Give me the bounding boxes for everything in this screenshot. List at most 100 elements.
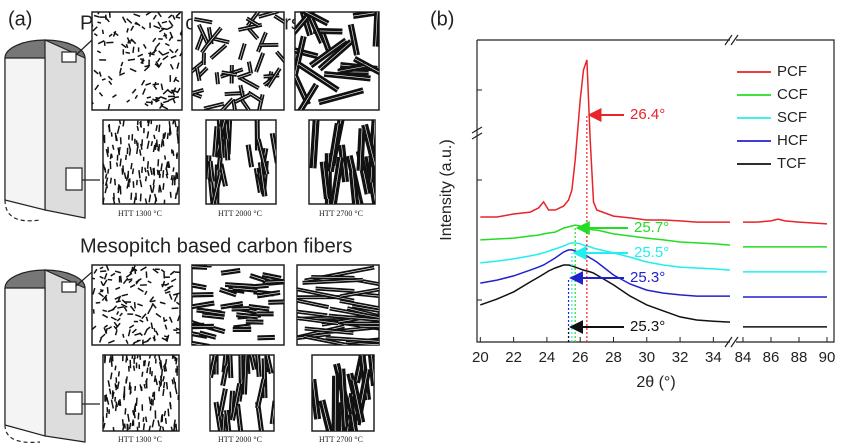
fiber-stroke (119, 158, 122, 167)
fiber-stroke (103, 273, 108, 280)
fiber-stroke (176, 331, 180, 334)
fiber-stripe (202, 314, 225, 318)
fiber-stroke (180, 31, 182, 36)
fiber-stripe (192, 302, 215, 308)
fiber-stroke (119, 67, 122, 74)
fiber-stroke (121, 16, 127, 24)
fiber-stroke (121, 419, 125, 427)
fiber-stroke (107, 380, 111, 387)
fiber-stripe (248, 61, 252, 74)
fiber-stripe (222, 414, 225, 431)
schematic (91, 264, 181, 346)
fiber-stripe (350, 24, 358, 56)
schematic (296, 264, 380, 346)
panel-label: (a) (8, 8, 32, 30)
fiber-stroke (174, 387, 178, 395)
fiber-stripe (274, 15, 284, 23)
fiber-stroke (154, 142, 157, 151)
fiber-stroke (98, 92, 104, 97)
fiber-stroke (164, 42, 170, 47)
fiber-stroke (123, 306, 128, 312)
fiber-stroke (153, 46, 157, 54)
fiber-stripe (247, 12, 259, 27)
fiber-stripe (330, 123, 339, 172)
fiber-stroke (120, 303, 128, 308)
fiber-stroke (162, 183, 165, 190)
fiber-stroke (172, 14, 176, 20)
fiber-stroke (129, 67, 137, 73)
fiber-stroke (162, 51, 170, 56)
fiber-stroke (164, 363, 168, 372)
fiber-stroke (140, 143, 143, 150)
fiber-stroke (112, 426, 115, 431)
fiber-stripe (305, 12, 329, 24)
fiber-stripe (298, 63, 339, 91)
fiber-stripe (276, 51, 284, 62)
fiber-stroke (162, 100, 170, 104)
fiber-stroke (124, 408, 127, 415)
fiber-stroke (162, 55, 169, 61)
fiber-stripe (234, 94, 251, 103)
fiber-stroke (109, 177, 113, 184)
legend-label: CCF (777, 86, 808, 103)
fiber-stroke (107, 278, 113, 281)
fiber-stroke (152, 268, 159, 274)
fiber-stroke (122, 391, 126, 398)
fiber-stroke (136, 146, 139, 155)
schematic (91, 11, 183, 111)
schematic-frame (91, 264, 181, 346)
fiber-stroke (131, 328, 137, 334)
fiber-stroke (158, 50, 164, 56)
fiber-stroke (146, 96, 152, 99)
fiber-stroke (157, 420, 161, 427)
fiber-stripe (244, 355, 247, 395)
fiber-stroke (109, 372, 113, 380)
x-tick-label: 90 (819, 349, 836, 366)
fiber-stroke (146, 367, 149, 374)
fiber-stroke (116, 311, 120, 316)
fiber-stroke (99, 289, 104, 293)
fiber-stroke (144, 102, 149, 107)
fiber-stripe (220, 303, 243, 308)
fiber-stroke (100, 281, 104, 286)
fiber-stripe (352, 379, 363, 423)
fiber-stroke (149, 51, 152, 57)
fiber-stroke (173, 76, 177, 83)
fiber-stroke (113, 321, 119, 328)
fiber-stroke (104, 324, 109, 328)
fiber-stripe (263, 358, 266, 399)
strokes (206, 120, 276, 204)
fiber-stroke (179, 51, 182, 57)
fiber-stroke (154, 63, 160, 69)
htt-label: HTT 2700 °C (319, 435, 363, 444)
fiber-stripe (339, 66, 365, 72)
fiber-stripe (203, 103, 225, 109)
fiber-stroke (162, 170, 165, 178)
fiber-stroke (129, 386, 132, 395)
fiber-stripe (199, 332, 217, 338)
fiber-stroke (171, 307, 179, 310)
fiber-stroke (107, 103, 111, 110)
fiber-stroke (104, 187, 108, 194)
fiber-stroke (173, 297, 177, 302)
fiber-stripe (348, 396, 355, 431)
htt-label: HTT 2000 °C (218, 209, 262, 218)
fiber-stroke (105, 265, 110, 271)
fiber-stroke (129, 268, 136, 274)
fiber-stroke (140, 266, 147, 272)
fiber-stroke (166, 25, 173, 31)
fiber-stroke (101, 294, 108, 302)
fiber-stripe (257, 139, 268, 175)
x-axis-label: 2θ (°) (636, 374, 675, 391)
fiber-stroke (153, 85, 158, 90)
fiber-stroke (108, 357, 112, 363)
fiber-stroke (125, 376, 128, 384)
fiber-stroke (93, 69, 99, 75)
fiber-stroke (157, 12, 162, 18)
fiber-stroke (125, 51, 131, 54)
fiber-stroke (157, 144, 161, 152)
fiber-stroke (110, 132, 113, 137)
x-tick-label: 32 (672, 349, 689, 366)
fiber-stroke (151, 184, 155, 193)
fiber-stroke (171, 177, 174, 186)
